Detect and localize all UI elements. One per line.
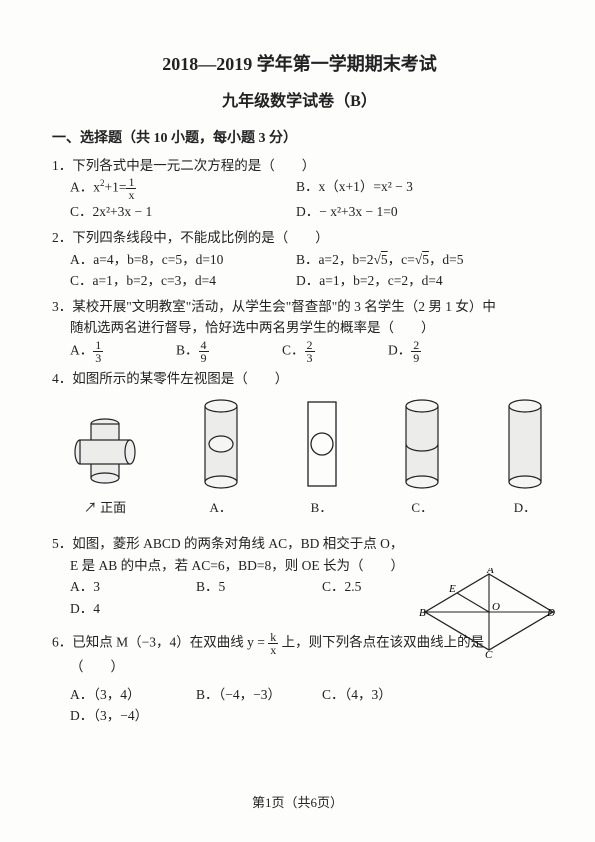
q1-a-pre: A．x <box>70 180 100 195</box>
q3-a-pre: A． <box>70 343 93 358</box>
q5-opt-d: D．4 <box>70 598 170 620</box>
front-text: 正面 <box>100 500 126 515</box>
q4-opt-c-fig: C． <box>400 398 444 519</box>
q5-opt-a: A．3 <box>70 576 170 598</box>
q4-c-label: C． <box>400 498 444 519</box>
q1-opt-d: D．− x²+3x − 1=0 <box>296 201 496 223</box>
frac-n: 2 <box>411 339 421 352</box>
q4-part-original: ↗ 正面 <box>70 414 140 519</box>
q1-opt-a: A．x2+1=1x <box>70 176 270 201</box>
q2-b-post: ，d=5 <box>429 252 464 267</box>
question-4-figures: ↗ 正面 A． B． <box>70 398 547 519</box>
q3-d-frac: 29 <box>411 339 421 364</box>
q2-opt-b: B．a=2，b=2√5，c=√5，d=5 <box>296 249 496 271</box>
q2-b-mid: ，c= <box>388 252 415 267</box>
exam-subtitle: 九年级数学试卷（B） <box>52 89 547 115</box>
q3-opt-c: C．23 <box>282 339 362 364</box>
frac-d: 3 <box>93 352 103 364</box>
q1-a-mid: +1= <box>105 180 127 195</box>
frac-d: 9 <box>199 352 209 364</box>
q2-b-pre: B．a=2，b=2 <box>296 252 373 267</box>
frac-d: 3 <box>305 352 315 364</box>
vertex-o: O <box>492 601 500 613</box>
question-1-stem: 1．下列各式中是一元二次方程的是（ ） <box>52 155 547 177</box>
q2-opt-a: A．a=4，b=8，c=5，d=10 <box>70 249 270 271</box>
rect-b-icon <box>302 398 342 490</box>
page-footer: 第1页（共6页） <box>0 793 595 814</box>
q5-opt-c: C．2.5 <box>322 576 422 598</box>
q3-c-frac: 23 <box>305 339 315 364</box>
q3-opt-a: A．13 <box>70 339 150 364</box>
vertex-e: E <box>448 583 456 595</box>
vertex-a: A <box>486 568 494 576</box>
q6-frac: kx <box>268 631 278 656</box>
cylinder-a-icon <box>199 398 243 490</box>
vertex-b: B <box>419 607 426 619</box>
q5-opt-b: B．5 <box>196 576 296 598</box>
frac-d: x <box>268 644 278 656</box>
q2-opt-c: C．a=1，b=2，c=3，d=4 <box>70 270 270 292</box>
q4-a-label: A． <box>199 498 243 519</box>
frac-n: 1 <box>93 339 103 352</box>
exam-title: 2018—2019 学年第一学期期末考试 <box>52 50 547 79</box>
question-2-options: A．a=4，b=8，c=5，d=10 B．a=2，b=2√5，c=√5，d=5 … <box>52 249 547 292</box>
question-3-stem-l1: 3．某校开展"文明教室"活动，从学生会"督查部"的 3 名学生（2 男 1 女）… <box>52 296 547 318</box>
question-2-stem: 2．下列四条线段中，不能成比例的是（ ） <box>52 227 547 249</box>
frac-d: x <box>126 189 136 201</box>
q6-opt-d: D．（3，−4） <box>70 705 170 727</box>
q3-d-pre: D． <box>388 343 411 358</box>
q4-opt-d-fig: D． <box>503 398 547 519</box>
q4-b-label: B． <box>302 498 342 519</box>
q3-a-frac: 13 <box>93 339 103 364</box>
q2-opt-d: D．a=1，b=2，c=2，d=4 <box>296 270 496 292</box>
cylinder-d-icon <box>503 398 547 490</box>
question-5-stem-l1: 5．如图，菱形 ABCD 的两条对角线 AC，BD 相交于点 O， <box>52 533 547 555</box>
q6-opt-b: B．（−4，−3） <box>196 684 296 706</box>
cross-cylinder-icon <box>70 414 140 490</box>
q3-b-frac: 49 <box>199 339 209 364</box>
frac-d: 9 <box>411 352 421 364</box>
q4-opt-a-fig: A． <box>199 398 243 519</box>
q3-opt-d: D．29 <box>388 339 468 364</box>
vertex-d: D <box>546 607 555 619</box>
rhombus-icon: A B C D E O <box>419 568 559 658</box>
q2-b-sqrt2: 5 <box>422 252 429 267</box>
q4-opt-b-fig: B． <box>302 398 342 519</box>
vertex-c: C <box>485 649 493 658</box>
q1-a-frac: 1x <box>126 176 136 201</box>
front-label: ↗ 正面 <box>70 498 140 519</box>
arrow-icon: ↗ <box>84 500 97 515</box>
q4-d-label: D． <box>503 498 547 519</box>
question-1-options: A．x2+1=1x B．x（x+1）=x² − 3 C．2x²+3x − 1 D… <box>52 176 547 223</box>
question-4-stem: 4．如图所示的某零件左视图是（ ） <box>52 368 547 390</box>
q3-c-pre: C． <box>282 343 305 358</box>
question-6-options: A．（3，4） B．（−4，−3） C．（4，3） D．（3，−4） <box>52 684 547 727</box>
cylinder-c-icon <box>400 398 444 490</box>
question-3-stem-l2: 随机选两名进行督导，恰好选中两名男学生的概率是（ ） <box>52 317 547 339</box>
q5-rhombus-figure: A B C D E O <box>419 568 559 665</box>
section-1-head: 一、选择题（共 10 小题，每小题 3 分） <box>52 128 547 150</box>
q1-opt-c: C．2x²+3x − 1 <box>70 201 270 223</box>
q6-pre: 6．已知点 M（−3，4）在双曲线 y = <box>52 635 265 650</box>
q3-opt-b: B．49 <box>176 339 256 364</box>
q3-b-pre: B． <box>176 343 199 358</box>
q1-opt-b: B．x（x+1）=x² − 3 <box>296 176 496 201</box>
q2-b-sqrt: 5 <box>381 252 388 267</box>
frac-n: 4 <box>199 339 209 352</box>
q6-opt-c: C．（4，3） <box>322 684 422 706</box>
frac-n: 2 <box>305 339 315 352</box>
q6-opt-a: A．（3，4） <box>70 684 170 706</box>
question-3-options: A．13 B．49 C．23 D．29 <box>52 339 547 364</box>
